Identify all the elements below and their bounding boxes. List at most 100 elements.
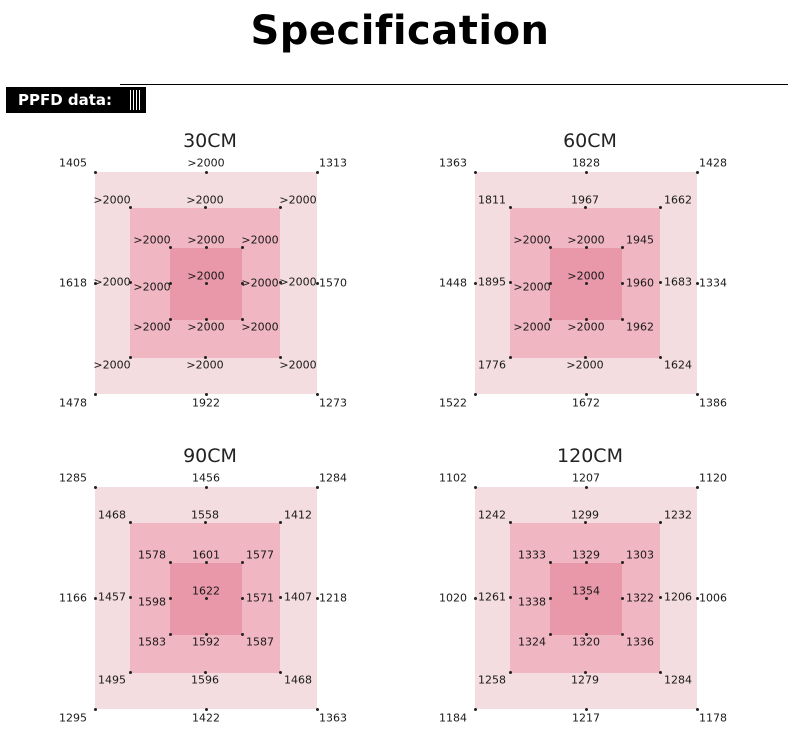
measure-point: [583, 205, 587, 209]
outer-middle-right-value: 1006: [699, 591, 727, 605]
measure-point: [93, 596, 97, 600]
outer-bottom-center-value: 1922: [192, 396, 220, 410]
measure-point: [620, 632, 624, 636]
outer-top-center-value: >2000: [187, 156, 225, 170]
measure-point: [548, 632, 552, 636]
inner-middle-right-value: >2000: [241, 276, 279, 290]
measure-point: [584, 392, 588, 396]
header-divider: [120, 84, 788, 85]
measure-point: [584, 281, 588, 285]
measure-point: [278, 670, 282, 674]
ppfd-grid: 1102 1207 1120 1020 1006 1184 1217 1178 1242 1299…: [439, 472, 727, 725]
mid-middle-left-value: >2000: [93, 275, 131, 289]
mid-top-left-value: 1242: [478, 508, 506, 522]
inner-top-right-value: >2000: [241, 233, 279, 247]
inner-top-right-value: 1945: [626, 233, 654, 247]
mid-top-center-value: 1558: [191, 508, 219, 522]
mid-top-center-value: 1299: [571, 508, 599, 522]
mid-bottom-center-value: 1596: [191, 673, 219, 687]
measure-point: [473, 596, 477, 600]
inner-bottom-center-value: 1320: [572, 635, 600, 649]
inner-top-left-value: >2000: [133, 233, 171, 247]
inner-bottom-left-value: >2000: [513, 320, 551, 334]
ppfd-panel: 90CM 1285 1456 1284 1166 1218 1295 1422 1363 1468…: [20, 445, 400, 745]
measure-point: [695, 170, 699, 174]
measure-point: [548, 317, 552, 321]
measure-point: [204, 632, 208, 636]
measure-point: [168, 560, 172, 564]
ppfd-panel: 120CM 1102 1207 1120 1020 1006 1184 1217 1178 124…: [400, 445, 780, 745]
outer-bottom-right-value: 1363: [319, 711, 347, 725]
measure-point: [473, 707, 477, 711]
measure-point: [203, 670, 207, 674]
outer-top-right-value: 1313: [319, 156, 347, 170]
inner-bottom-center-value: 1592: [192, 635, 220, 649]
mid-middle-right-value: 1683: [664, 275, 692, 289]
measure-point: [240, 632, 244, 636]
measure-point: [620, 281, 624, 285]
mid-middle-left-value: 1457: [98, 590, 126, 604]
center-value: >2000: [187, 269, 225, 283]
measure-point: [584, 170, 588, 174]
measure-point: [508, 205, 512, 209]
measure-point: [584, 245, 588, 249]
outer-bottom-center-value: 1422: [192, 711, 220, 725]
mid-top-center-value: 1967: [571, 193, 599, 207]
measure-point: [128, 670, 132, 674]
measure-point: [508, 355, 512, 359]
inner-middle-left-value: >2000: [133, 280, 171, 294]
inner-middle-right-value: 1322: [626, 591, 654, 605]
mid-middle-left-value: 1261: [478, 590, 506, 604]
measure-point: [473, 281, 477, 285]
inner-bottom-left-value: 1583: [138, 635, 166, 649]
measure-point: [620, 245, 624, 249]
mid-bottom-right-value: 1284: [664, 673, 692, 687]
mid-bottom-left-value: 1258: [478, 673, 506, 687]
inner-top-left-value: >2000: [513, 233, 551, 247]
measure-point: [203, 355, 207, 359]
measure-point: [584, 596, 588, 600]
center-value: 1354: [572, 584, 600, 598]
measure-point: [278, 280, 282, 284]
measure-point: [695, 281, 699, 285]
measure-point: [315, 392, 319, 396]
inner-top-left-value: 1333: [518, 548, 546, 562]
measure-point: [168, 596, 172, 600]
measure-point: [315, 170, 319, 174]
measure-point: [128, 280, 132, 284]
mid-top-right-value: 1412: [284, 508, 312, 522]
measure-point: [508, 670, 512, 674]
inner-bottom-right-value: 1962: [626, 320, 654, 334]
measure-point: [203, 520, 207, 524]
inner-bottom-right-value: 1587: [246, 635, 274, 649]
measure-point: [315, 707, 319, 711]
ppfd-grid: 1363 1828 1428 1448 1334 1522 1672 1386 1811 1967…: [439, 157, 727, 410]
mid-bottom-right-value: >2000: [279, 358, 317, 372]
section-label-text: PPFD data:: [18, 91, 113, 109]
measure-point: [240, 317, 244, 321]
measure-point: [584, 632, 588, 636]
measure-point: [278, 520, 282, 524]
page-title: Specification: [250, 8, 550, 54]
mid-middle-right-value: 1407: [284, 590, 312, 604]
outer-bottom-left-value: 1184: [439, 711, 467, 725]
measure-point: [315, 281, 319, 285]
measure-point: [658, 280, 662, 284]
measure-point: [204, 707, 208, 711]
panel-title: 90CM: [183, 445, 237, 467]
measure-point: [508, 520, 512, 524]
measure-point: [620, 560, 624, 564]
inner-bottom-center-value: >2000: [567, 320, 605, 334]
measure-point: [473, 392, 477, 396]
outer-bottom-center-value: 1672: [572, 396, 600, 410]
inner-top-center-value: >2000: [187, 233, 225, 247]
ppfd-panel: 30CM 1405 >2000 1313 1618 1570 1478 1922 1273 >20…: [20, 130, 400, 430]
measure-point: [584, 317, 588, 321]
outer-top-right-value: 1428: [699, 156, 727, 170]
outer-top-right-value: 1284: [319, 471, 347, 485]
measure-point: [658, 355, 662, 359]
measure-point: [203, 205, 207, 209]
measure-point: [93, 281, 97, 285]
outer-top-center-value: 1456: [192, 471, 220, 485]
mid-bottom-left-value: >2000: [93, 358, 131, 372]
